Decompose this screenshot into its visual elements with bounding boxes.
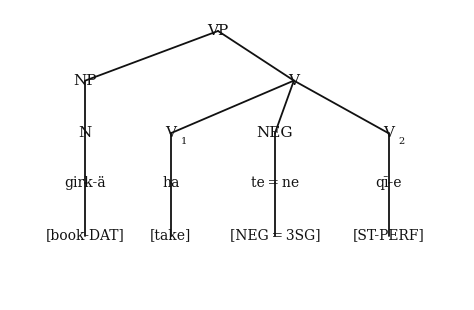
Text: te = ne: te = ne — [251, 176, 299, 190]
Text: 1: 1 — [181, 137, 187, 147]
Text: [NEG = 3SG]: [NEG = 3SG] — [229, 228, 320, 243]
Text: V: V — [383, 126, 394, 140]
Text: qī-e: qī-e — [375, 176, 402, 190]
Text: [book-DAT]: [book-DAT] — [46, 228, 125, 243]
Text: girk-ä: girk-ä — [64, 176, 106, 190]
Text: N: N — [79, 126, 92, 140]
Text: NP: NP — [73, 73, 97, 88]
Text: V: V — [165, 126, 176, 140]
Text: VP: VP — [208, 24, 228, 38]
Text: 2: 2 — [399, 137, 405, 147]
Text: [take]: [take] — [150, 228, 191, 243]
Text: NEG: NEG — [256, 126, 293, 140]
Text: V: V — [288, 73, 300, 88]
Text: ha: ha — [162, 176, 179, 190]
Text: [ST-PERF]: [ST-PERF] — [353, 228, 425, 243]
